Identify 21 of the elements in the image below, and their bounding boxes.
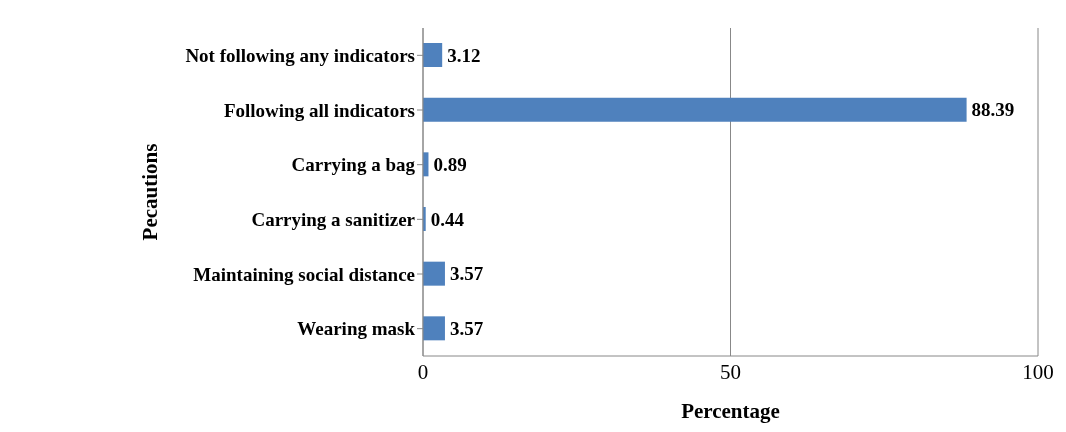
x-tick-label: 100 [1022, 359, 1054, 384]
data-label: 3.57 [449, 318, 484, 340]
bar [423, 43, 443, 67]
bar [423, 316, 445, 341]
y-axis-title: Pecautions [138, 143, 163, 241]
data-label: 0.44 [430, 208, 465, 230]
bar [423, 261, 445, 286]
y-tick-label: Following all indicators [223, 99, 415, 121]
x-tick-label: 0 [417, 359, 429, 384]
bar [423, 97, 967, 122]
y-tick-label: Not following any indicators [185, 45, 415, 67]
data-label: 88.39 [971, 99, 1015, 121]
x-axis-title: Percentage [681, 399, 780, 423]
x-tick-label: 50 [720, 359, 741, 384]
y-tick-label: Carrying a sanitizer [251, 209, 416, 231]
y-tick-label: Carrying a bag [291, 154, 416, 176]
data-label: 3.12 [447, 44, 481, 66]
data-label: 3.57 [449, 263, 484, 285]
y-tick-label: Wearing mask [297, 318, 416, 340]
data-label: 0.89 [433, 154, 467, 176]
y-tick-label: Maintaining social distance [193, 263, 415, 285]
